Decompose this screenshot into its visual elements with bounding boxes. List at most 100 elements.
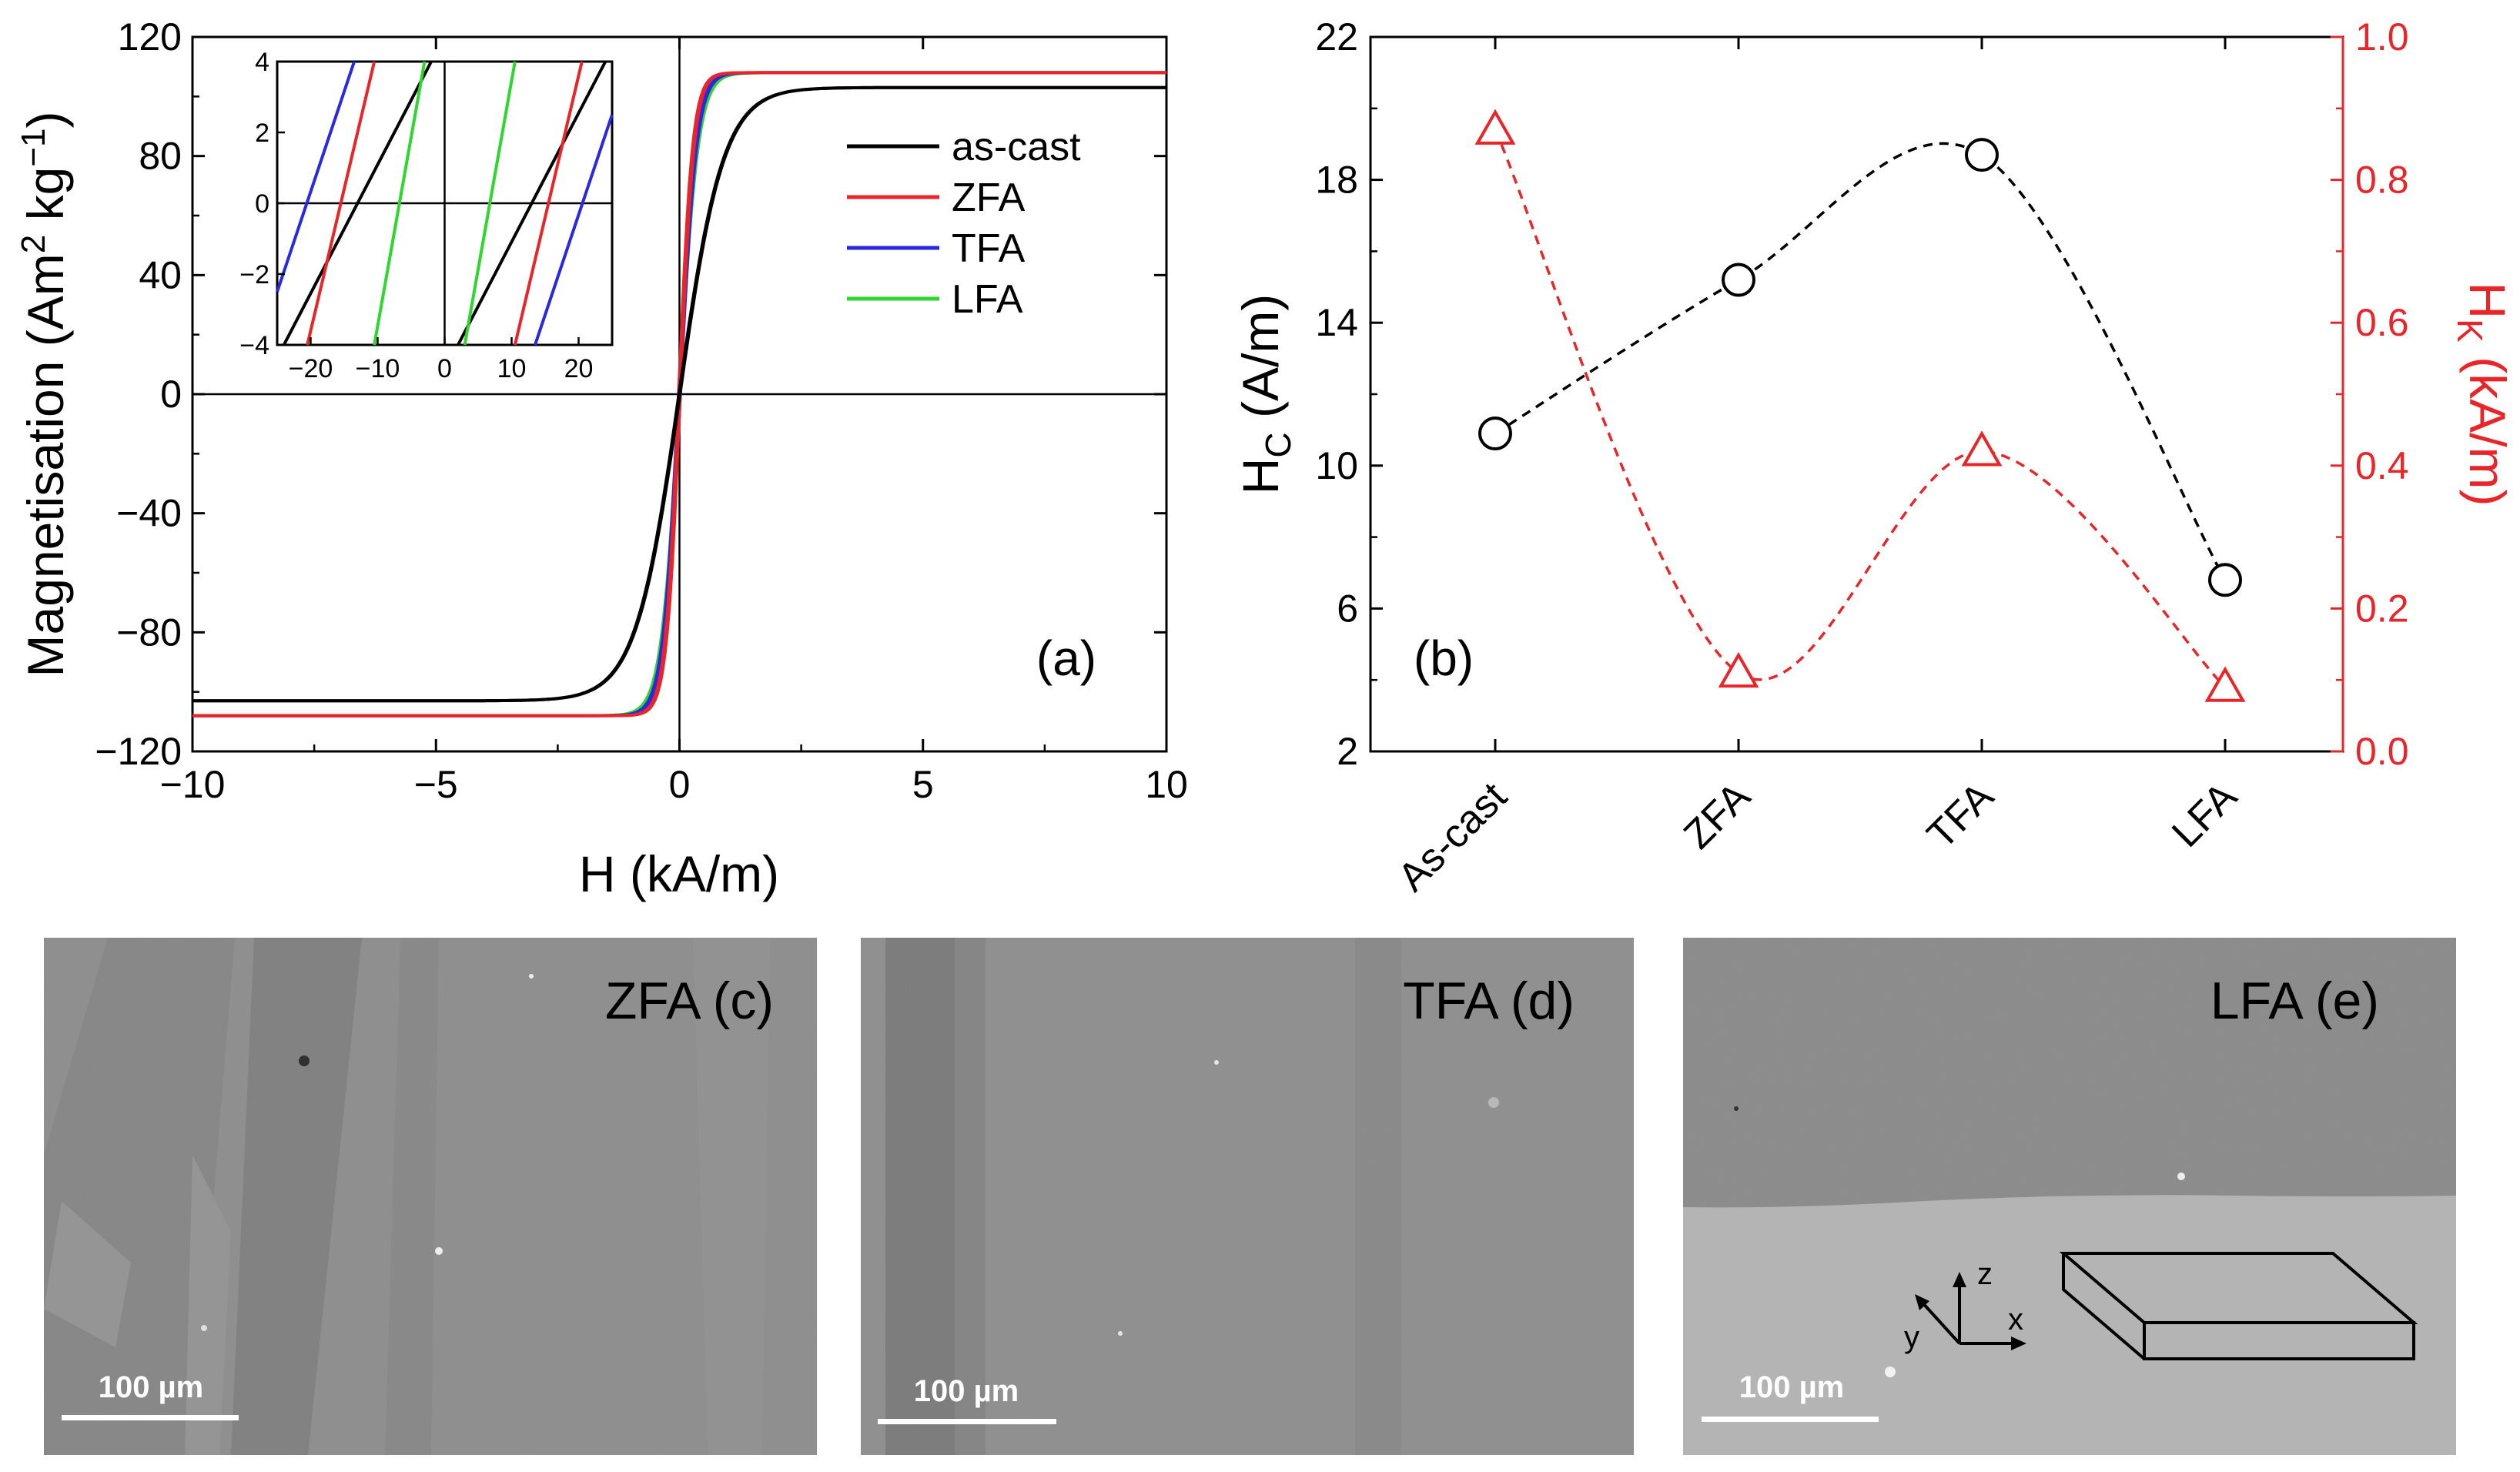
x-category-label: As-cast <box>1390 774 1516 900</box>
inset-x-tick-label: 20 <box>564 354 594 383</box>
series-line-hc <box>1494 142 2227 581</box>
x-tick-label: 0 <box>669 763 691 806</box>
y-axis-arrow <box>1919 1300 1961 1345</box>
hc-data-point <box>1965 138 1999 172</box>
curve-as-cast <box>192 85 1166 703</box>
micrograph-zfa: ZFA (c) 100 µm <box>44 938 817 1455</box>
ribbon-side-face <box>2062 1253 2146 1360</box>
inset-branch-lfa <box>463 61 517 346</box>
left-y-tick-label: 2 <box>1337 730 1358 773</box>
panel-b-left-axis-label: HC (A/m) <box>1232 294 1298 495</box>
inset-branch-tfa <box>534 114 614 346</box>
y-tick-label: 80 <box>139 135 182 178</box>
micrograph-tfa: TFA (d) 100 µm <box>861 938 1634 1455</box>
hc-data-point <box>1722 263 1755 297</box>
micrograph-zfa-label: ZFA (c) <box>605 972 774 1030</box>
left-y-tick-label: 14 <box>1315 301 1358 344</box>
y-tick-label: −120 <box>95 730 182 773</box>
inset-y-tick-label: −4 <box>239 331 269 360</box>
legend-label-as-cast: as-cast <box>952 125 1081 169</box>
inset-branch-tfa <box>276 61 356 293</box>
hk-data-point <box>2204 666 2246 702</box>
ribbon-front-face <box>2143 1321 2415 1360</box>
panel-a-x-axis-label: H (kA/m) <box>579 845 779 902</box>
hk-data-point <box>1961 430 2003 467</box>
left-y-tick-label: 22 <box>1315 15 1358 59</box>
panel-a-y-axis-label: Magnetisation (Am2 kg−1) <box>15 112 74 677</box>
micrograph-lfa-scale-label: 100 µm <box>1739 1370 1844 1404</box>
inset-branch-as-cast <box>457 61 607 346</box>
panel-b-coercivity-chart: 2 6 10 14 18 22 0.0 0.2 0.4 0.6 0.8 1.0 As-cast ZFA TF… <box>1232 15 2516 900</box>
hk-data-point <box>1718 651 1759 688</box>
legend-label-zfa: ZFA <box>952 176 1026 220</box>
curve-zfa <box>192 71 1166 718</box>
panel-a-legend: as-cast ZFA TFA LFA <box>847 125 1081 322</box>
right-y-tick-label: 0.0 <box>2355 730 2409 773</box>
panel-b-frame <box>1369 35 2344 753</box>
right-y-tick-label: 0.2 <box>2355 587 2409 630</box>
x-tick-label: −10 <box>160 763 226 806</box>
micrograph-tfa-scale-bar <box>878 1419 1056 1424</box>
z-axis-label: z <box>1977 1257 1993 1291</box>
hc-data-point <box>1478 417 1512 451</box>
micrograph-zfa-texture <box>44 938 817 1455</box>
series-line-hk <box>1494 129 2227 688</box>
ribbon-sample-sketch <box>2059 1252 2418 1360</box>
micrograph-lfa-label: LFA (e) <box>2210 972 2379 1030</box>
inset-x-tick-label: −20 <box>289 354 333 383</box>
legend-label-tfa: TFA <box>952 226 1026 271</box>
x-category-label: TFA <box>1919 774 2003 858</box>
x-category-label: ZFA <box>1675 774 1759 858</box>
inset-y-tick-label: −2 <box>239 260 269 289</box>
legend-label-lfa: LFA <box>952 277 1023 322</box>
x-tick-label: 5 <box>912 763 934 806</box>
x-category-label: LFA <box>2164 774 2246 856</box>
y-tick-label: −40 <box>116 492 182 535</box>
y-tick-label: 120 <box>118 15 182 59</box>
panel-a-label: (a) <box>1036 631 1096 686</box>
left-y-tick-label: 10 <box>1315 444 1358 487</box>
y-tick-label: 0 <box>160 373 182 416</box>
x-tick-label: −5 <box>414 763 458 806</box>
x-tick-label: 10 <box>1145 763 1188 806</box>
y-tick-label: −80 <box>116 611 182 654</box>
inset-y-tick-label: 0 <box>255 189 269 219</box>
right-y-tick-label: 1.0 <box>2355 15 2409 59</box>
z-arrowhead <box>1953 1272 1966 1287</box>
micrograph-tfa-label: TFA (d) <box>1403 972 1575 1030</box>
inset-x-tick-label: 0 <box>437 354 452 383</box>
micrograph-lfa-scale-bar <box>1702 1417 1879 1422</box>
panel-b-label: (b) <box>1414 631 1474 686</box>
micrograph-tfa-scale-label: 100 µm <box>914 1374 1019 1408</box>
micrograph-zfa-scale-bar <box>62 1415 239 1420</box>
inset-branch-lfa <box>373 61 427 346</box>
inset-branch-zfa <box>513 61 584 346</box>
right-y-tick-label: 0.8 <box>2355 159 2409 202</box>
x-arrowhead <box>2011 1337 2026 1350</box>
left-y-tick-label: 18 <box>1315 159 1358 202</box>
right-y-tick-label: 0.4 <box>2355 444 2409 487</box>
inset-y-tick-label: 2 <box>255 119 269 148</box>
micrograph-tfa-texture <box>861 938 1634 1455</box>
micrograph-lfa: LFA (e) 100 µm z x y <box>1683 938 2456 1455</box>
coordinate-axes-diagram <box>1915 1272 2026 1350</box>
inset-x-tick-label: −10 <box>356 354 400 383</box>
hc-data-point <box>2208 563 2242 597</box>
inset-y-tick-label: 4 <box>255 48 269 77</box>
panel-a-curves <box>192 71 1166 718</box>
left-y-tick-label: 6 <box>1337 587 1358 630</box>
micrograph-lfa-texture <box>1683 938 2456 1455</box>
right-y-tick-label: 0.6 <box>2355 301 2409 344</box>
y-tick-label: 40 <box>139 253 182 296</box>
micrograph-zfa-scale-label: 100 µm <box>99 1370 203 1404</box>
y-axis-label: y <box>1904 1320 1919 1354</box>
panel-b-series <box>1474 109 2246 702</box>
inset-branch-as-cast <box>282 61 433 346</box>
inset-branch-zfa <box>306 61 376 346</box>
panel-b-ticks: 2 6 10 14 18 22 0.0 0.2 0.4 0.6 0.8 1.0 As-cast ZFA TF… <box>1315 15 2408 900</box>
y-arrowhead <box>1915 1294 1929 1310</box>
